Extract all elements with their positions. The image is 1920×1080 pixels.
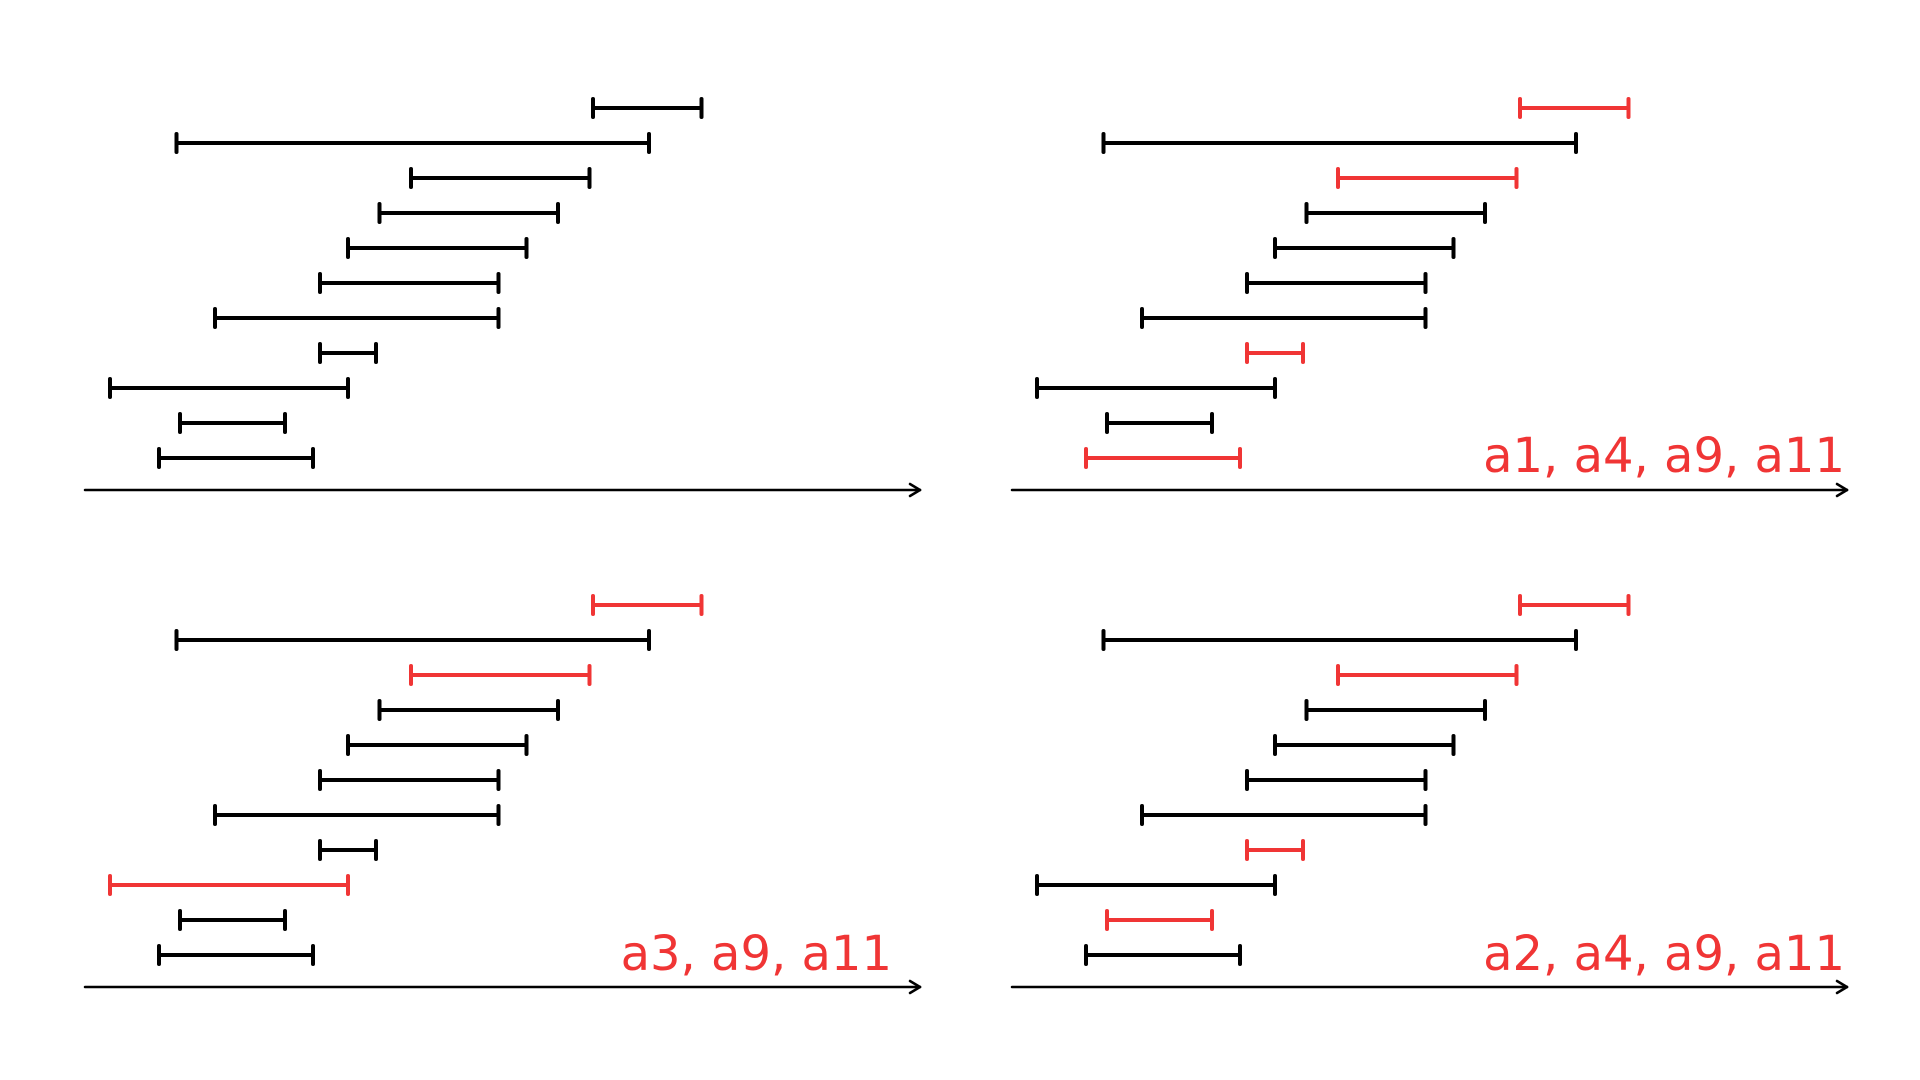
interval-a1 <box>1084 447 1242 469</box>
interval-a1 <box>157 447 315 469</box>
axis-arrowhead <box>1835 488 1849 498</box>
interval-a10 <box>174 629 651 651</box>
interval-a5 <box>213 804 501 826</box>
interval-a4 <box>1245 839 1305 861</box>
interval-a4 <box>318 839 378 861</box>
interval-a6 <box>318 769 501 791</box>
interval-a5 <box>213 307 501 329</box>
interval-a5 <box>1140 307 1428 329</box>
interval-a7 <box>346 237 529 259</box>
axis-arrowhead <box>1835 482 1849 492</box>
interval-a11 <box>591 594 704 616</box>
panel-solution-3: a2, a4, a9, a11 <box>1010 594 1849 995</box>
interval-a5 <box>1140 804 1428 826</box>
interval-a10 <box>174 132 651 154</box>
interval-a2 <box>178 412 287 434</box>
interval-a7 <box>346 734 529 756</box>
interval-a3 <box>1035 377 1277 399</box>
interval-a3 <box>1035 874 1277 896</box>
interval-a2 <box>1105 909 1214 931</box>
axis-arrowhead <box>908 488 922 498</box>
interval-a2 <box>178 909 287 931</box>
interval-a7 <box>1273 734 1456 756</box>
axis-arrowhead <box>1835 979 1849 989</box>
interval-a6 <box>1245 272 1428 294</box>
solution-label: a2, a4, a9, a11 <box>1483 926 1845 982</box>
interval-a3 <box>108 377 350 399</box>
interval-a9 <box>1336 664 1519 686</box>
axis-arrowhead <box>1835 985 1849 995</box>
interval-a1 <box>157 944 315 966</box>
interval-a8 <box>1304 699 1487 721</box>
axis-arrowhead <box>908 979 922 989</box>
interval-a7 <box>1273 237 1456 259</box>
interval-a10 <box>1101 629 1578 651</box>
axis-arrowhead <box>908 482 922 492</box>
interval-a9 <box>1336 167 1519 189</box>
interval-a6 <box>318 272 501 294</box>
interval-a11 <box>1518 97 1631 119</box>
interval-a2 <box>1105 412 1214 434</box>
axis-arrowhead <box>908 985 922 995</box>
panel-solution-2: a3, a9, a11 <box>83 594 922 995</box>
panel-all-intervals <box>83 97 922 498</box>
interval-a4 <box>1245 342 1305 364</box>
interval-a11 <box>591 97 704 119</box>
interval-a4 <box>318 342 378 364</box>
interval-a1 <box>1084 944 1242 966</box>
interval-a6 <box>1245 769 1428 791</box>
interval-a8 <box>377 699 560 721</box>
interval-a3 <box>108 874 350 896</box>
panel-solution-1: a1, a4, a9, a11 <box>1010 97 1849 498</box>
interval-a9 <box>409 664 592 686</box>
solution-label: a3, a9, a11 <box>621 926 892 982</box>
interval-a8 <box>1304 202 1487 224</box>
interval-a11 <box>1518 594 1631 616</box>
interval-a9 <box>409 167 592 189</box>
interval-a10 <box>1101 132 1578 154</box>
interval-a8 <box>377 202 560 224</box>
solution-label: a1, a4, a9, a11 <box>1483 428 1845 484</box>
